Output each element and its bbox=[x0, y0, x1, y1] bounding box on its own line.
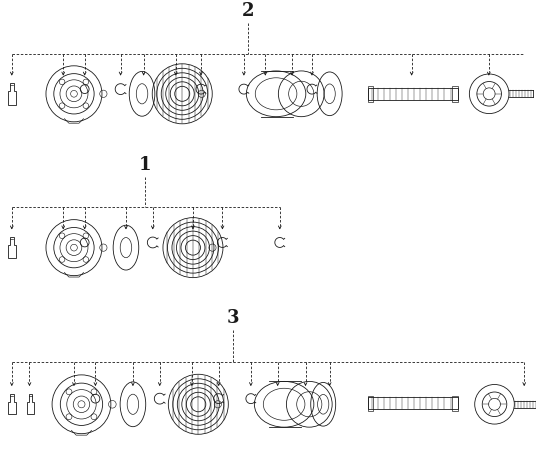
Text: 3: 3 bbox=[227, 310, 240, 327]
Text: 2: 2 bbox=[242, 2, 255, 20]
Text: 1: 1 bbox=[138, 156, 151, 174]
